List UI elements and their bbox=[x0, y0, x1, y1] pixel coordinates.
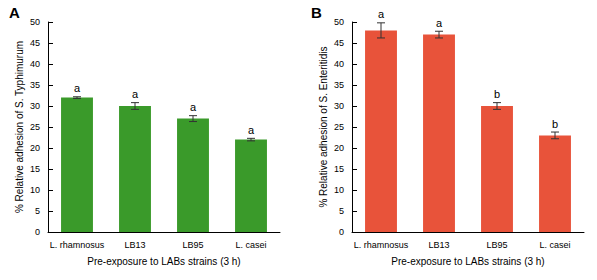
svg-text:5: 5 bbox=[339, 206, 344, 216]
svg-text:5: 5 bbox=[35, 206, 40, 216]
svg-text:50: 50 bbox=[30, 17, 40, 27]
svg-text:20: 20 bbox=[334, 143, 344, 153]
svg-text:b: b bbox=[494, 88, 500, 100]
svg-text:a: a bbox=[74, 82, 81, 94]
svg-text:25: 25 bbox=[334, 122, 344, 132]
svg-text:45: 45 bbox=[30, 38, 40, 48]
svg-text:a: a bbox=[436, 17, 443, 29]
svg-text:50: 50 bbox=[334, 17, 344, 27]
svg-text:L. rhamnosus: L. rhamnosus bbox=[354, 240, 409, 250]
svg-text:15: 15 bbox=[30, 164, 40, 174]
svg-text:LB95: LB95 bbox=[486, 240, 507, 250]
svg-text:a: a bbox=[378, 8, 385, 20]
svg-text:% Relative adhesion of S. Typh: % Relative adhesion of S. Typhimurum bbox=[14, 41, 25, 213]
svg-text:A: A bbox=[9, 4, 20, 21]
svg-text:LB95: LB95 bbox=[182, 240, 203, 250]
svg-text:LB13: LB13 bbox=[124, 240, 145, 250]
svg-text:LB13: LB13 bbox=[428, 240, 449, 250]
svg-text:25: 25 bbox=[30, 122, 40, 132]
svg-text:30: 30 bbox=[30, 101, 40, 111]
svg-text:a: a bbox=[132, 88, 139, 100]
svg-text:45: 45 bbox=[334, 38, 344, 48]
svg-text:35: 35 bbox=[334, 80, 344, 90]
svg-text:40: 40 bbox=[334, 59, 344, 69]
svg-text:15: 15 bbox=[334, 164, 344, 174]
svg-text:a: a bbox=[190, 101, 197, 113]
svg-text:L. casei: L. casei bbox=[235, 240, 266, 250]
svg-text:10: 10 bbox=[30, 185, 40, 195]
svg-text:% Relative adhesion of S. Ente: % Relative adhesion of S. Enteritidis bbox=[318, 46, 329, 207]
svg-text:35: 35 bbox=[30, 80, 40, 90]
svg-text:L. casei: L. casei bbox=[539, 240, 570, 250]
svg-text:Pre-exposure to LABs strains (: Pre-exposure to LABs strains (3 h) bbox=[87, 256, 240, 267]
svg-text:0: 0 bbox=[35, 227, 40, 237]
svg-text:10: 10 bbox=[334, 185, 344, 195]
svg-text:B: B bbox=[311, 4, 322, 21]
svg-text:40: 40 bbox=[30, 59, 40, 69]
svg-text:20: 20 bbox=[30, 143, 40, 153]
svg-text:Pre-exposure to LABs strains (: Pre-exposure to LABs strains (3 h) bbox=[391, 256, 544, 267]
svg-text:0: 0 bbox=[339, 227, 344, 237]
svg-text:L. rhamnosus: L. rhamnosus bbox=[50, 240, 105, 250]
svg-text:b: b bbox=[552, 118, 558, 130]
svg-text:a: a bbox=[248, 124, 255, 136]
svg-text:30: 30 bbox=[334, 101, 344, 111]
